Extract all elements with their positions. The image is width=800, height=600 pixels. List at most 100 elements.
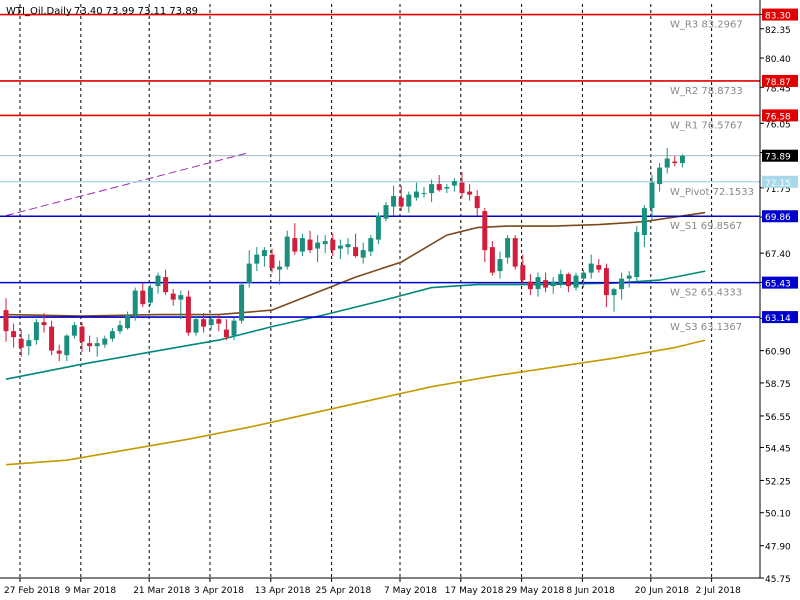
time-tick-label: 27 Feb 2018 (4, 586, 60, 596)
w-pivot-tag (762, 175, 798, 188)
candle-body (375, 215, 381, 240)
candle-body (444, 187, 450, 189)
candle-body (41, 322, 47, 326)
w-r1-tag (762, 109, 798, 122)
candle-body (512, 238, 518, 267)
candle-body (603, 268, 609, 296)
w-r1-label: W_R1 76.5767 (670, 120, 743, 131)
current-price-tag-text: 73.89 (765, 153, 791, 163)
candle-body (307, 239, 313, 251)
chart-header-ohlc: 73.40 73.99 73.11 73.89 (74, 6, 198, 17)
candle-body (391, 196, 397, 207)
candle-body (56, 350, 62, 354)
price-tick-label: 78.45 (765, 84, 791, 94)
candle-body (246, 263, 252, 284)
candle-body (64, 335, 70, 356)
price-tick-label: 58.75 (765, 380, 791, 390)
candle-body (254, 254, 260, 264)
price-tick-label: 82.35 (765, 26, 791, 36)
candle-body (132, 290, 138, 317)
candle-body (436, 184, 442, 191)
candle-body (634, 232, 640, 278)
ma-long-line (5, 339, 706, 466)
time-tick-label: 8 Jun 2018 (566, 586, 615, 596)
candle-body (170, 293, 176, 300)
candle-body (413, 191, 419, 198)
candle-body (163, 277, 169, 293)
candle-body (451, 181, 457, 186)
candle-body (79, 326, 85, 342)
candle-body (489, 247, 495, 273)
candle-body (315, 242, 321, 249)
w-s2-tag-text: 65.43 (765, 280, 791, 290)
candle-body (588, 263, 594, 273)
candle-body (664, 158, 670, 168)
candle-body (383, 205, 389, 219)
time-tick-label: 2 Jul 2018 (696, 586, 741, 596)
price-tick-label: 45.75 (765, 575, 791, 585)
w-r1-tag-text: 76.58 (765, 112, 791, 122)
candle-body (94, 343, 100, 347)
candle-body (360, 250, 366, 258)
candle-body (216, 319, 222, 324)
candle-body (467, 191, 473, 195)
candle-body (26, 340, 32, 347)
current-price-tag (762, 149, 798, 162)
candle-body (596, 265, 602, 270)
time-tick-label: 9 Mar 2018 (65, 586, 117, 596)
price-tick-label: 67.40 (765, 250, 791, 260)
candle-body (649, 182, 655, 209)
candle-body (87, 343, 93, 347)
candle-body (543, 280, 549, 288)
candle-body (474, 196, 480, 209)
w-pivot-tag-text: 72.15 (765, 179, 791, 189)
candle-body (611, 289, 617, 296)
candle-body (239, 284, 245, 321)
price-tags: 83.30 78.87 76.58 72.15 69.86 65.43 63.14 73.89 (762, 8, 798, 324)
w-s3-label: W_S3 63.1367 (670, 322, 742, 333)
price-tick-label: 47.90 (765, 543, 791, 553)
candle-body (71, 325, 77, 336)
candle-body (527, 281, 533, 290)
w-r2-tag (762, 74, 798, 87)
candles (3, 148, 685, 362)
time-tick-label: 17 May 2018 (445, 586, 504, 596)
w-s1-tag-text: 69.86 (765, 213, 791, 223)
candle-body (18, 338, 24, 348)
w-r3-tag-text: 83.30 (765, 12, 791, 22)
candle-body (223, 329, 229, 338)
candle-body (284, 236, 290, 267)
candle-body (208, 319, 214, 326)
candle-body (277, 266, 283, 270)
candle-body (322, 241, 328, 245)
candle-body (33, 322, 39, 341)
candle-body (102, 338, 108, 345)
candle-body (231, 320, 237, 336)
w-s1-label: W_S1 69.8567 (670, 221, 742, 232)
price-tick-label: 54.45 (765, 444, 791, 454)
candle-body (497, 259, 503, 272)
candle-body (49, 326, 55, 351)
candle-body (679, 155, 685, 164)
time-tick-label: 13 Apr 2018 (255, 586, 311, 596)
time-tick-label: 7 May 2018 (384, 586, 437, 596)
w-s2-label: W_S2 65.4333 (670, 288, 742, 299)
price-tick-label: 60.90 (765, 348, 791, 358)
candle-body (459, 182, 465, 194)
candle-body (353, 247, 359, 257)
time-tick-label: 29 May 2018 (506, 586, 565, 596)
candle-body (581, 272, 587, 279)
candle-body (185, 296, 191, 333)
candle-body (125, 314, 131, 329)
candle-body (641, 208, 647, 236)
candle-body (558, 274, 564, 284)
ma-short-line (5, 211, 706, 317)
price-tick-label: 56.55 (765, 413, 791, 423)
w-s1-tag (762, 210, 798, 223)
candle-body (178, 295, 184, 300)
candle-body (520, 265, 526, 281)
w-pivot-label: W_Pivot 72.1533 (670, 187, 754, 198)
candle-body (573, 275, 579, 288)
time-tick-label: 21 Mar 2018 (133, 586, 190, 596)
